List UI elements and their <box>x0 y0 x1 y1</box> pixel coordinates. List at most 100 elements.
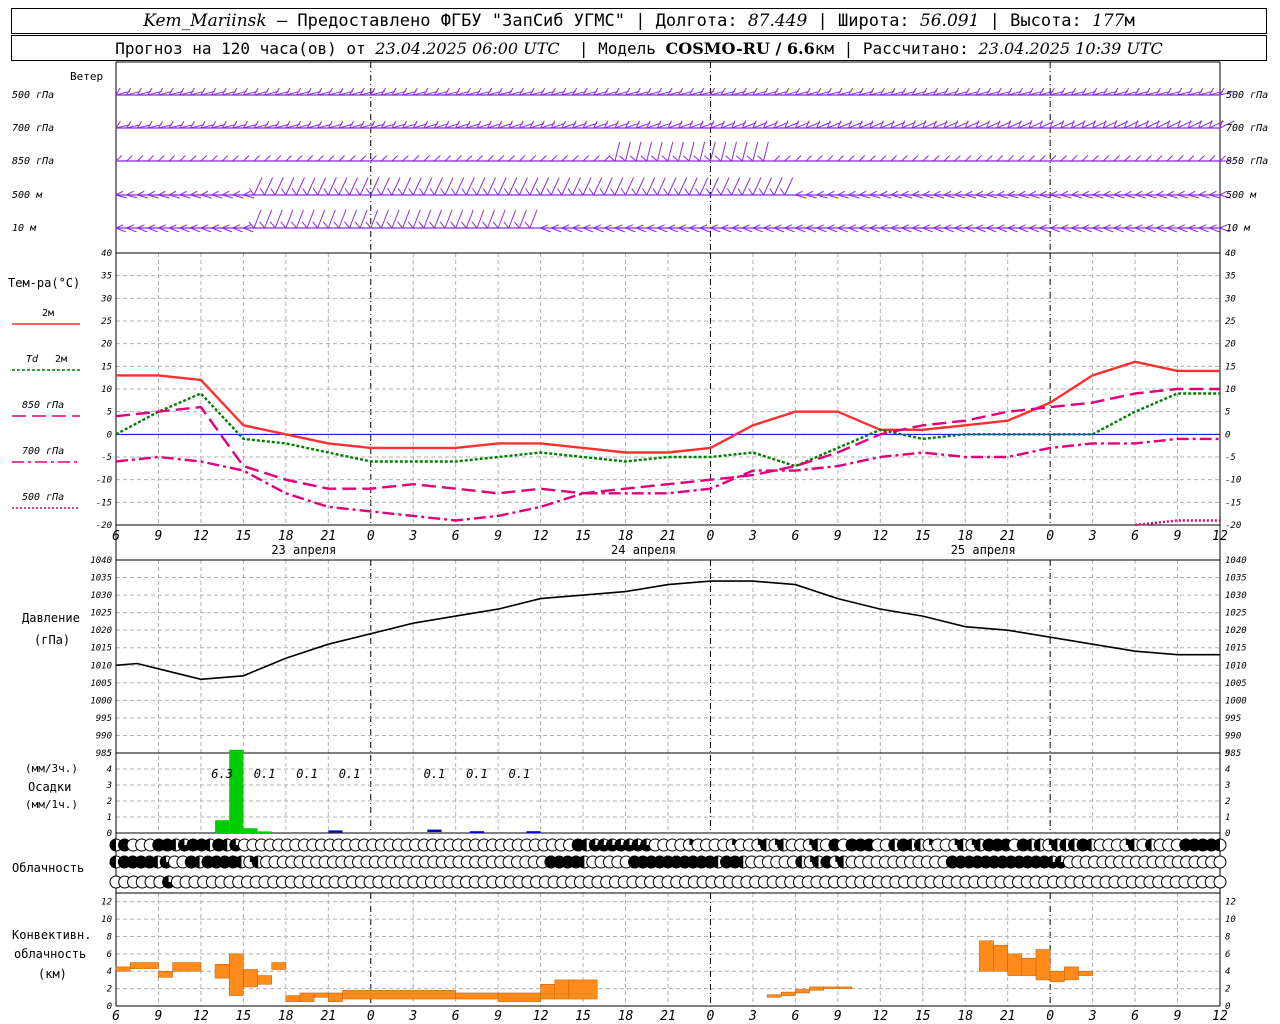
wind-barb-staff <box>508 209 517 229</box>
wind-barb-feather <box>837 120 842 129</box>
time-tick-bottom: 18 <box>278 1009 294 1024</box>
wind-barb-feather <box>126 190 134 196</box>
wind-barb-staff <box>349 209 358 229</box>
wind-barb-staff <box>433 209 442 229</box>
wind-barb-staff <box>816 122 831 129</box>
wind-barb-staff <box>487 177 497 196</box>
cloud-half-fill <box>795 856 802 868</box>
wind-barb-feather <box>922 190 931 196</box>
lon-label: Долгота: <box>655 11 738 31</box>
conv-axis-label-2: облачность <box>14 947 86 961</box>
time-tick-bottom: 9 <box>1174 1009 1182 1024</box>
wind-barb-staff <box>752 122 768 129</box>
time-tick-temp: 15 <box>236 529 252 544</box>
wind-barb-staff <box>264 177 274 196</box>
wind-barb-feather <box>614 120 619 129</box>
wind-barb-feather <box>296 87 302 96</box>
temp-ytick-right: 15 <box>1225 362 1236 372</box>
forecast-label: Прогноз на 120 часа(ов) от <box>115 38 366 58</box>
wind-barb-feather <box>572 120 577 129</box>
wind-barb-feather <box>232 87 238 96</box>
wind-barb-staff <box>423 209 432 229</box>
wind-barb-feather <box>975 87 981 96</box>
time-tick-bottom: 9 <box>155 1009 163 1024</box>
conv-ytick-right: 8 <box>1225 932 1230 942</box>
cloud-half-fill <box>580 839 587 851</box>
wind-barb-feather <box>524 221 531 229</box>
wind-barb-feather <box>503 188 510 196</box>
cloud-half-fill <box>957 839 964 851</box>
wind-barb-staff <box>901 227 912 233</box>
press-ytick-left: 1010 <box>90 661 112 671</box>
wind-barb-feather <box>848 120 853 129</box>
precip-1h-bar <box>427 829 442 832</box>
wind-barb-staff <box>327 177 337 196</box>
wind-barb-feather <box>402 155 409 162</box>
wind-barb-feather <box>673 188 680 196</box>
wind-barb-staff <box>954 227 965 233</box>
wind-barb-feather <box>508 120 513 129</box>
precip-3h-label: 0.1 <box>509 767 531 781</box>
wind-barb-feather <box>147 121 153 129</box>
wind-barb-feather <box>1102 190 1111 196</box>
wind-barb-feather <box>603 120 609 129</box>
cloud-half-fill <box>252 856 259 868</box>
wind-barb-feather <box>890 190 899 196</box>
convective-bar <box>540 984 556 1000</box>
wind-barb-staff <box>720 122 736 129</box>
wind-barb-staff <box>657 227 668 233</box>
wind-barb-staff <box>487 123 502 129</box>
wind-barb-feather <box>540 120 545 129</box>
wind-barb-staff <box>349 123 364 129</box>
wind-barb-feather <box>911 155 919 162</box>
wind-barb-staff <box>497 209 506 229</box>
wind-barb-feather <box>355 188 361 196</box>
wind-level-label-right: 700 гПа <box>1226 123 1268 134</box>
wind-barb-staff <box>1134 227 1146 233</box>
wind-barb-feather <box>211 87 217 96</box>
cloud-half-fill <box>712 856 719 868</box>
wind-barb-feather <box>412 120 418 129</box>
wind-barb-feather <box>232 120 238 129</box>
wind-barb-staff <box>710 177 719 196</box>
wind-barb-feather <box>710 120 715 129</box>
cloud-half-fill <box>1068 839 1075 851</box>
precip-unit-1h: (мм/1ч.) <box>25 798 78 811</box>
wind-barb-feather <box>964 155 972 162</box>
precip-axis-label: Осадки <box>28 780 71 794</box>
wind-barb-feather <box>1028 87 1034 96</box>
wind-barb-staff <box>285 209 294 229</box>
wind-barb-feather <box>869 155 876 162</box>
wind-barb-feather <box>317 87 323 96</box>
press-ytick-right: 1030 <box>1225 591 1247 601</box>
press-ytick-right: 995 <box>1225 714 1241 724</box>
wind-barb-staff <box>274 209 283 229</box>
wind-barb-feather <box>826 155 834 162</box>
wind-barb-feather <box>429 188 435 196</box>
wind-barb-feather <box>402 120 407 129</box>
pressure-line <box>115 580 1220 681</box>
wind-barb-staff <box>455 123 470 129</box>
wind-barb-feather <box>667 87 673 96</box>
wind-barb-feather <box>1187 190 1196 196</box>
temp-ytick-right: 0 <box>1225 430 1230 440</box>
conv-ytick-left: 12 <box>101 898 112 908</box>
wind-barb-staff <box>763 227 774 233</box>
wind-level-label-left: 10 м <box>12 223 37 234</box>
wind-barb-staff <box>933 227 944 233</box>
wind-barb-feather <box>1102 155 1110 162</box>
wind-barb-staff <box>784 122 799 129</box>
wind-barb-feather <box>901 120 906 129</box>
wind-barb-feather <box>423 87 429 96</box>
wind-barb-feather <box>588 188 595 196</box>
wind-barb-feather <box>901 190 909 196</box>
wind-barb-staff <box>773 177 783 196</box>
wind-barb-staff <box>444 123 460 129</box>
precip-1h-bar <box>328 830 343 833</box>
time-tick-bottom: 0 <box>367 1009 375 1024</box>
wind-barb-feather <box>646 87 652 96</box>
conv-ytick-right: 6 <box>1225 950 1230 960</box>
wind-barb-feather <box>359 155 367 162</box>
wind-barb-feather <box>514 188 520 196</box>
wind-barb-feather <box>429 221 435 229</box>
